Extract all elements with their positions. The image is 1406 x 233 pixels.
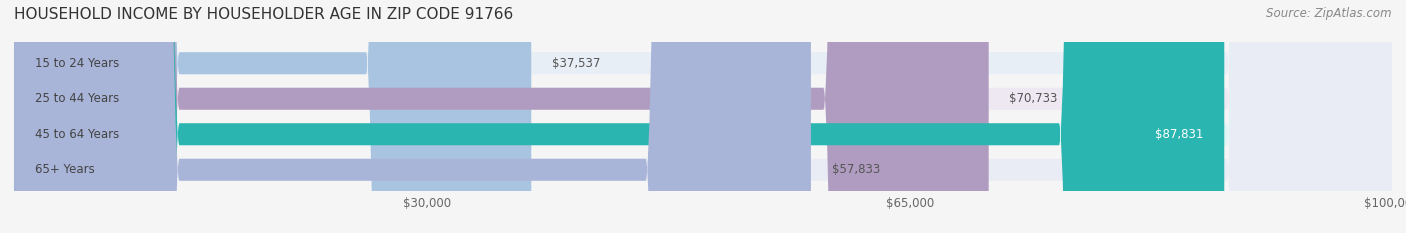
Text: 45 to 64 Years: 45 to 64 Years bbox=[35, 128, 120, 141]
FancyBboxPatch shape bbox=[14, 0, 1392, 233]
Text: HOUSEHOLD INCOME BY HOUSEHOLDER AGE IN ZIP CODE 91766: HOUSEHOLD INCOME BY HOUSEHOLDER AGE IN Z… bbox=[14, 7, 513, 22]
FancyBboxPatch shape bbox=[14, 0, 1392, 233]
Text: $37,537: $37,537 bbox=[553, 57, 600, 70]
FancyBboxPatch shape bbox=[14, 0, 988, 233]
Text: Source: ZipAtlas.com: Source: ZipAtlas.com bbox=[1267, 7, 1392, 20]
FancyBboxPatch shape bbox=[14, 0, 1225, 233]
FancyBboxPatch shape bbox=[14, 0, 811, 233]
FancyBboxPatch shape bbox=[14, 0, 531, 233]
Text: $70,733: $70,733 bbox=[1010, 92, 1057, 105]
Text: $87,831: $87,831 bbox=[1156, 128, 1204, 141]
Text: 15 to 24 Years: 15 to 24 Years bbox=[35, 57, 120, 70]
FancyBboxPatch shape bbox=[14, 0, 1392, 233]
FancyBboxPatch shape bbox=[14, 0, 1392, 233]
Text: 65+ Years: 65+ Years bbox=[35, 163, 94, 176]
Text: 25 to 44 Years: 25 to 44 Years bbox=[35, 92, 120, 105]
Text: $57,833: $57,833 bbox=[831, 163, 880, 176]
